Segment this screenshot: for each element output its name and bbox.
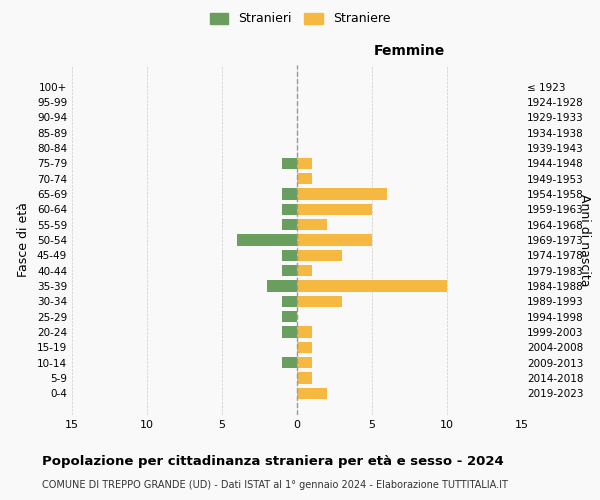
- Bar: [297, 234, 372, 246]
- Bar: [267, 280, 297, 292]
- Text: Popolazione per cittadinanza straniera per età e sesso - 2024: Popolazione per cittadinanza straniera p…: [42, 455, 504, 468]
- Bar: [297, 204, 372, 215]
- Bar: [282, 357, 297, 368]
- Bar: [282, 265, 297, 276]
- Bar: [297, 280, 447, 292]
- Bar: [297, 158, 312, 169]
- Bar: [297, 342, 312, 353]
- Bar: [282, 204, 297, 215]
- Bar: [297, 357, 312, 368]
- Bar: [282, 158, 297, 169]
- Bar: [297, 265, 312, 276]
- Legend: Stranieri, Straniere: Stranieri, Straniere: [203, 6, 397, 32]
- Bar: [297, 326, 312, 338]
- Bar: [297, 250, 342, 261]
- Bar: [297, 188, 387, 200]
- Bar: [297, 219, 327, 230]
- Bar: [282, 250, 297, 261]
- Bar: [282, 326, 297, 338]
- Bar: [297, 372, 312, 384]
- Text: COMUNE DI TREPPO GRANDE (UD) - Dati ISTAT al 1° gennaio 2024 - Elaborazione TUTT: COMUNE DI TREPPO GRANDE (UD) - Dati ISTA…: [42, 480, 508, 490]
- Bar: [297, 173, 312, 184]
- Bar: [282, 296, 297, 307]
- Bar: [282, 219, 297, 230]
- Bar: [282, 188, 297, 200]
- Text: Femmine: Femmine: [374, 44, 445, 58]
- Bar: [297, 296, 342, 307]
- Y-axis label: Anni di nascita: Anni di nascita: [578, 194, 590, 286]
- Bar: [282, 311, 297, 322]
- Y-axis label: Fasce di età: Fasce di età: [17, 202, 30, 278]
- Bar: [297, 388, 327, 399]
- Bar: [237, 234, 297, 246]
